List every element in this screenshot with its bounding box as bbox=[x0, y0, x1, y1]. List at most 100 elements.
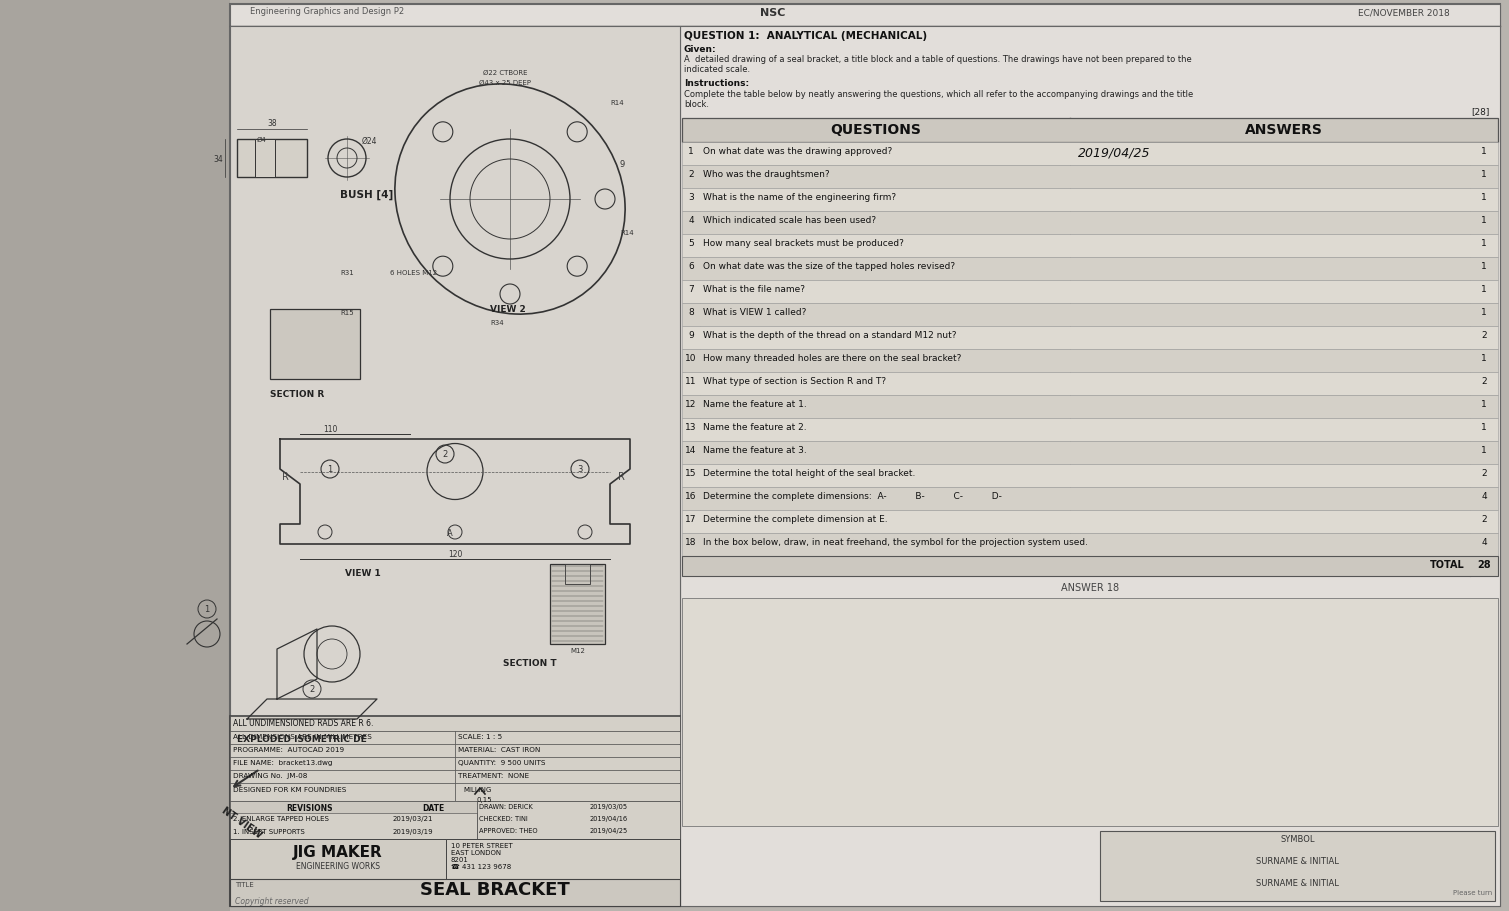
Text: 2019/03/19: 2019/03/19 bbox=[392, 828, 433, 834]
Text: 10 PETER STREET
EAST LONDON
8201
☎ 431 123 9678: 10 PETER STREET EAST LONDON 8201 ☎ 431 1… bbox=[451, 842, 513, 869]
Bar bbox=[682, 557, 1498, 577]
Text: 1: 1 bbox=[688, 147, 694, 156]
Text: 2: 2 bbox=[688, 169, 694, 179]
Bar bbox=[1100, 831, 1495, 901]
Text: Instructions:: Instructions: bbox=[684, 79, 748, 87]
Text: 2: 2 bbox=[1482, 331, 1486, 340]
Text: 34: 34 bbox=[213, 154, 223, 163]
Bar bbox=[564, 565, 590, 584]
Text: Ø4: Ø4 bbox=[257, 137, 267, 143]
Text: What is the file name?: What is the file name? bbox=[703, 284, 804, 293]
Text: 2: 2 bbox=[442, 449, 448, 458]
Text: Determine the total height of the seal bracket.: Determine the total height of the seal b… bbox=[703, 468, 916, 477]
Text: 1: 1 bbox=[1482, 400, 1486, 408]
Text: VIEW 1: VIEW 1 bbox=[346, 568, 380, 578]
Bar bbox=[229, 5, 1500, 27]
Text: 16: 16 bbox=[685, 491, 697, 500]
Bar bbox=[229, 732, 456, 744]
Text: CHECKED: TINI: CHECKED: TINI bbox=[478, 815, 528, 821]
Bar bbox=[682, 418, 1498, 442]
Text: MATERIAL:  CAST IRON: MATERIAL: CAST IRON bbox=[459, 746, 540, 752]
Text: Engineering Graphics and Design P2: Engineering Graphics and Design P2 bbox=[250, 7, 404, 16]
Text: 17: 17 bbox=[685, 515, 697, 524]
Text: SURNAME & INITIAL: SURNAME & INITIAL bbox=[1255, 856, 1338, 865]
Text: DRAWN: DERICK: DRAWN: DERICK bbox=[478, 804, 533, 809]
Text: REVISIONS: REVISIONS bbox=[287, 804, 333, 812]
Bar bbox=[681, 27, 1500, 906]
Text: 28: 28 bbox=[1477, 559, 1491, 569]
Text: TREATMENT:  NONE: TREATMENT: NONE bbox=[459, 773, 530, 778]
Bar bbox=[456, 770, 681, 783]
Bar bbox=[229, 744, 456, 757]
Text: Which indicated scale has been used?: Which indicated scale has been used? bbox=[703, 216, 877, 225]
Text: 1: 1 bbox=[1482, 284, 1486, 293]
Text: [28]: [28] bbox=[1471, 107, 1489, 116]
Bar bbox=[229, 879, 681, 906]
Text: R31: R31 bbox=[340, 270, 353, 276]
Text: 1: 1 bbox=[1482, 169, 1486, 179]
Text: M12: M12 bbox=[570, 648, 585, 653]
Text: 1: 1 bbox=[204, 604, 210, 613]
Text: 8: 8 bbox=[688, 308, 694, 317]
Text: Determine the complete dimensions:  A-          B-          C-          D-: Determine the complete dimensions: A- B-… bbox=[703, 491, 1002, 500]
Text: 1: 1 bbox=[1482, 239, 1486, 248]
Text: 2: 2 bbox=[1482, 468, 1486, 477]
Text: 110: 110 bbox=[323, 425, 337, 434]
Text: JIG MAKER: JIG MAKER bbox=[293, 844, 383, 859]
Text: SECTION R: SECTION R bbox=[270, 390, 324, 399]
Text: 1: 1 bbox=[1482, 445, 1486, 455]
Text: EXPLODED ISOMETRIC DE: EXPLODED ISOMETRIC DE bbox=[237, 734, 367, 743]
Text: Who was the draughtsmen?: Who was the draughtsmen? bbox=[703, 169, 830, 179]
Bar bbox=[229, 783, 456, 801]
Bar bbox=[456, 757, 681, 770]
Text: 9: 9 bbox=[620, 159, 625, 169]
Text: Complete the table below by neatly answering the questions, which all refer to t: Complete the table below by neatly answe… bbox=[684, 90, 1194, 109]
Text: How many seal brackets must be produced?: How many seal brackets must be produced? bbox=[703, 239, 904, 248]
Text: What is the name of the engineering firm?: What is the name of the engineering firm… bbox=[703, 193, 896, 201]
Text: R15: R15 bbox=[340, 310, 353, 315]
Text: 2: 2 bbox=[1482, 376, 1486, 385]
Text: Name the feature at 3.: Name the feature at 3. bbox=[703, 445, 807, 455]
Text: 2019/04/25: 2019/04/25 bbox=[1077, 146, 1150, 159]
Bar bbox=[682, 465, 1498, 487]
Bar bbox=[456, 783, 681, 801]
Text: R34: R34 bbox=[490, 320, 504, 325]
Bar bbox=[229, 716, 681, 906]
Bar bbox=[229, 801, 477, 814]
Text: 14: 14 bbox=[685, 445, 697, 455]
Text: Ø43 x 25 DEEP: Ø43 x 25 DEEP bbox=[478, 80, 531, 86]
Text: 4: 4 bbox=[1482, 491, 1486, 500]
Text: R14: R14 bbox=[610, 100, 623, 106]
Text: 6 HOLES M12: 6 HOLES M12 bbox=[389, 270, 438, 276]
Text: R: R bbox=[282, 472, 288, 482]
Bar bbox=[682, 510, 1498, 534]
Text: Ø24: Ø24 bbox=[362, 137, 377, 146]
Text: 15: 15 bbox=[685, 468, 697, 477]
Text: Name the feature at 1.: Name the feature at 1. bbox=[703, 400, 807, 408]
Text: 2: 2 bbox=[309, 684, 314, 693]
Bar bbox=[682, 534, 1498, 557]
Text: 1: 1 bbox=[1482, 353, 1486, 363]
Text: 1: 1 bbox=[1482, 308, 1486, 317]
Text: 18: 18 bbox=[685, 537, 697, 547]
Text: 12: 12 bbox=[685, 400, 697, 408]
Text: Ø22 CTBORE: Ø22 CTBORE bbox=[483, 70, 527, 76]
Text: Copyright reserved: Copyright reserved bbox=[235, 896, 309, 905]
Bar bbox=[682, 235, 1498, 258]
Bar bbox=[229, 27, 681, 906]
Text: 0,15: 0,15 bbox=[477, 796, 492, 802]
Text: R14: R14 bbox=[620, 230, 634, 236]
Bar bbox=[682, 281, 1498, 303]
Text: SURNAME & INITIAL: SURNAME & INITIAL bbox=[1255, 878, 1338, 887]
Text: 2019/04/25: 2019/04/25 bbox=[590, 827, 628, 833]
Text: 11: 11 bbox=[685, 376, 697, 385]
Text: How many threaded holes are there on the seal bracket?: How many threaded holes are there on the… bbox=[703, 353, 961, 363]
Text: ENGINEERING WORKS: ENGINEERING WORKS bbox=[296, 861, 380, 870]
Text: DATE: DATE bbox=[423, 804, 445, 812]
Text: On what date was the size of the tapped holes revised?: On what date was the size of the tapped … bbox=[703, 261, 955, 271]
Text: EC/NOVEMBER 2018: EC/NOVEMBER 2018 bbox=[1358, 8, 1450, 17]
Text: 1: 1 bbox=[1482, 216, 1486, 225]
Text: 2019/03/21: 2019/03/21 bbox=[392, 815, 433, 821]
Bar bbox=[447, 839, 681, 879]
Bar bbox=[682, 395, 1498, 418]
